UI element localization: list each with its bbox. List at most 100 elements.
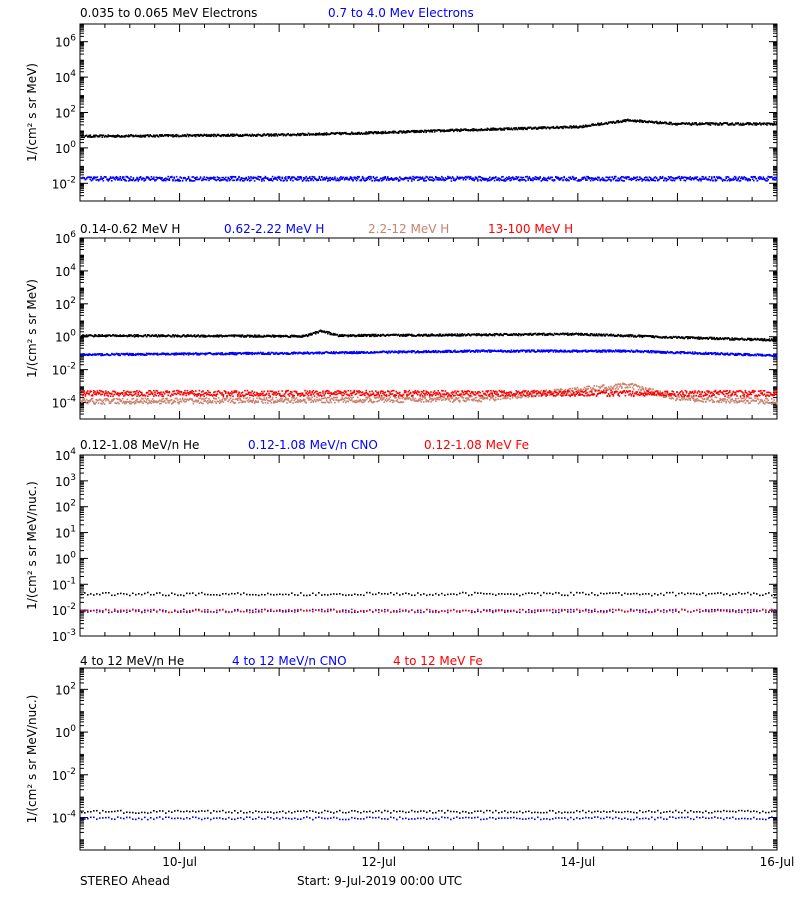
panel-1-data-point — [274, 133, 276, 135]
panel-2-data-point — [279, 335, 281, 338]
panel-1-data-point — [773, 178, 775, 181]
panel-2-data-point — [131, 354, 133, 357]
panel-1-data-point — [131, 179, 133, 182]
panel-1-data-point — [502, 175, 504, 178]
panel-1-data-point — [111, 180, 113, 182]
panel-1-data-point — [274, 176, 276, 179]
panel-1-data-point — [361, 175, 364, 178]
panel-2-data-point — [640, 351, 642, 354]
panel-2-data-point — [185, 335, 187, 337]
panel-2-data-point — [457, 335, 460, 337]
panel-2-data-point — [388, 350, 390, 353]
panel-2-data-point — [369, 352, 371, 354]
panel-2-data-point — [762, 339, 765, 342]
panel-2-data-point — [162, 334, 165, 336]
panel-1-data-point — [183, 135, 185, 137]
panel-1-data-point — [316, 132, 318, 135]
panel-1-data-point — [695, 123, 697, 126]
panel-2-data-point — [687, 351, 689, 354]
panel-1-data-point — [161, 134, 163, 136]
panel-1-data-point — [184, 177, 186, 179]
panel-1-data-point — [270, 133, 273, 135]
panel-1-data-point — [247, 134, 250, 137]
panel-1-data-point — [427, 178, 430, 181]
panel-2-data-point — [107, 354, 109, 356]
panel-1-data-point — [744, 178, 747, 181]
panel-1-data-point — [538, 126, 540, 129]
panel-2-data-point — [425, 351, 427, 354]
panel-1-data-point — [589, 177, 592, 179]
panel-2-data-point — [437, 334, 439, 337]
panel-1-data-point — [241, 180, 244, 182]
panel-2-data-point — [640, 350, 642, 352]
panel-2-data-point — [359, 351, 361, 353]
panel-1-data-point — [762, 122, 765, 125]
panel-1-data-point — [419, 176, 421, 178]
panel-2-data-point — [358, 335, 360, 337]
panel-2-data-point — [502, 334, 504, 336]
panel-1-data-point — [739, 122, 742, 125]
panel-1-data-point — [185, 135, 187, 138]
panel-1-data-point — [82, 134, 84, 137]
panel-2-data-point — [199, 335, 202, 338]
panel-2-data-point — [274, 334, 276, 337]
panel-2-data-point — [555, 333, 557, 335]
panel-1-data-point — [396, 132, 399, 134]
panel-1-data-point — [393, 132, 395, 134]
panel-2-data-point — [559, 350, 562, 353]
panel-1-data-point — [151, 135, 154, 138]
panel-1-data-point — [741, 177, 743, 179]
panel-2-data-point — [477, 349, 479, 352]
panel-1-data-point — [442, 130, 444, 132]
panel-2-legend-2: 0.62-2.22 MeV H — [224, 222, 324, 236]
panel-2-data-point — [552, 351, 555, 353]
panel-2-data-point — [316, 352, 318, 355]
panel-1-data-point — [199, 133, 202, 136]
panel-2-data-point — [359, 335, 361, 337]
panel-1-data-point — [642, 179, 645, 181]
panel-2-data-point — [642, 335, 645, 338]
panel-1-data-point — [660, 177, 663, 179]
panel-2-data-point — [664, 337, 666, 339]
panel-1-data-point — [772, 178, 774, 181]
panel-1-data-point — [349, 177, 352, 179]
panel-1-data-point — [409, 177, 412, 180]
panel-2-data-point — [112, 353, 114, 355]
panel-2-data-point — [246, 351, 249, 354]
panel-1-data-point — [441, 130, 443, 132]
panel-1-data-point — [737, 122, 739, 124]
panel-1-data-point — [307, 180, 310, 182]
panel-1-data-point — [613, 175, 616, 178]
panel-1-data-point — [226, 134, 228, 136]
panel-1-data-point — [159, 134, 161, 137]
panel-1-data-point — [263, 179, 265, 182]
panel-1-data-point — [205, 133, 208, 136]
panel-1-data-point — [605, 121, 607, 124]
panel-1-data-point — [269, 134, 271, 136]
panel-2-data-point — [598, 350, 600, 352]
panel-2-data-point — [706, 336, 708, 339]
panel-2-data-point — [529, 351, 532, 353]
panel-2-data-point — [539, 350, 541, 353]
panel-1-data-point — [645, 176, 647, 178]
panel-2-data-point — [384, 351, 387, 353]
panel-2-data-point — [439, 334, 442, 337]
panel-2-data-point — [371, 333, 373, 336]
panel-2-data-point — [114, 353, 117, 356]
panel-2-data-point — [313, 331, 316, 334]
panel-2-data-point — [337, 335, 340, 337]
panel-1-data-point — [617, 121, 619, 124]
panel-2-data-point — [363, 333, 365, 336]
panel-1-data-point — [538, 178, 540, 181]
panel-2-data-point — [527, 349, 529, 352]
panel-2-data-point — [592, 334, 594, 337]
panel-1-data-point — [265, 177, 268, 179]
panel-2-data-point — [609, 334, 611, 336]
panel-1-data-point — [546, 177, 549, 180]
panel-1-data-point — [391, 179, 394, 181]
panel-2-data-point — [657, 351, 659, 353]
panel-2-data-point — [322, 330, 324, 333]
panel-2-data-point — [277, 334, 280, 337]
panel-1-data-point — [219, 179, 221, 182]
panel-2-data-point — [247, 334, 250, 337]
